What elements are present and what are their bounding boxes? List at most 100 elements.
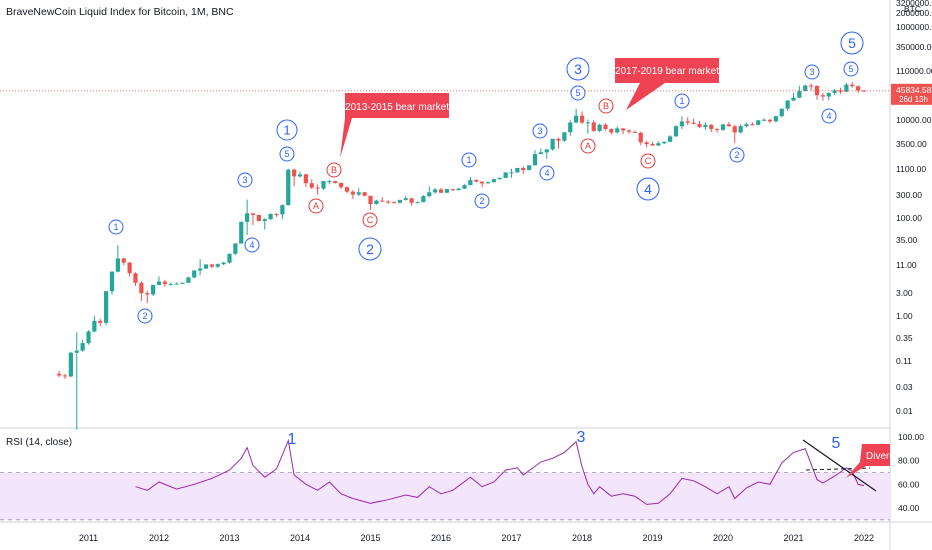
wave-label-text: A xyxy=(313,201,319,211)
wave-label-text: 5 xyxy=(848,35,856,51)
candle-body xyxy=(762,119,767,121)
wave-label: A xyxy=(580,138,596,154)
candle xyxy=(850,82,855,88)
callout-divergence: Diverg xyxy=(846,444,895,478)
candle-body xyxy=(503,172,508,178)
candle xyxy=(250,213,256,226)
candle xyxy=(644,140,649,148)
candle xyxy=(151,284,156,296)
callout-text: 2017-2019 bear market xyxy=(615,66,719,77)
price-tick-label: 110000.00 xyxy=(896,66,932,76)
candle xyxy=(368,195,373,210)
candle-body xyxy=(145,293,150,295)
wave-label-circle xyxy=(326,162,342,178)
candle xyxy=(339,182,344,190)
countdown-value: 26d 13h xyxy=(899,95,928,104)
candle-body xyxy=(527,165,532,171)
time-tick-label: 2014 xyxy=(290,533,310,543)
candle-body xyxy=(121,258,126,263)
candle-body xyxy=(632,131,637,133)
wave-label-circle xyxy=(640,153,656,169)
wave-label-text: 5 xyxy=(575,88,580,98)
price-tick-label: 10000.00 xyxy=(896,115,932,125)
price-tick-label: 3500.00 xyxy=(896,139,927,149)
candle xyxy=(603,123,608,131)
candle-body xyxy=(233,243,238,254)
candle-body xyxy=(356,192,361,195)
candle xyxy=(62,373,68,379)
candle-body xyxy=(409,198,414,203)
callout-shape xyxy=(615,58,719,110)
candle xyxy=(192,270,197,279)
candle xyxy=(615,126,620,134)
wave-label-circle xyxy=(276,119,298,141)
candle-body xyxy=(262,219,267,221)
candle xyxy=(427,186,432,198)
candle-body xyxy=(791,97,796,101)
candle-body xyxy=(427,192,432,197)
candle xyxy=(115,245,120,273)
wave-label-circle xyxy=(532,123,548,139)
time-tick-label: 2018 xyxy=(572,533,592,543)
rsi-tick-label: 40.00 xyxy=(898,503,920,513)
candle-body xyxy=(538,152,543,155)
rsi-line xyxy=(135,438,865,505)
wave-label-circle xyxy=(237,172,253,188)
candle xyxy=(750,122,755,126)
wave-label: 5 xyxy=(843,61,859,77)
candle-body xyxy=(115,258,120,272)
candle-body xyxy=(215,264,220,267)
candle-body xyxy=(532,154,538,166)
candle-body xyxy=(562,132,567,141)
candle-body xyxy=(679,121,684,127)
candle xyxy=(532,150,538,166)
wave-label: 3 xyxy=(804,64,820,80)
candle xyxy=(638,131,643,146)
candle-body xyxy=(491,179,496,183)
wave-label-circle xyxy=(636,177,660,201)
candle-body xyxy=(292,169,297,177)
candle xyxy=(767,119,773,124)
candle-body xyxy=(462,185,467,189)
time-tick-label: 2011 xyxy=(79,533,98,543)
candle xyxy=(485,181,491,184)
candle-body xyxy=(726,124,731,127)
candle xyxy=(321,181,326,191)
wave-label: C xyxy=(640,153,656,169)
candle xyxy=(673,125,679,137)
candle xyxy=(109,271,115,295)
candle-body xyxy=(391,202,397,204)
candle-body xyxy=(656,143,661,146)
rsi-tick-label: 60.00 xyxy=(898,479,920,489)
price-tick-label: 1100.00 xyxy=(896,164,926,174)
rsi-pane xyxy=(0,438,890,521)
wave-label: 1 xyxy=(674,93,690,109)
wave-label-text: 3 xyxy=(242,175,247,185)
candle xyxy=(562,132,567,142)
candle xyxy=(386,200,391,205)
wave-label: 1 xyxy=(276,119,298,141)
candle xyxy=(104,291,109,326)
candle-body xyxy=(256,214,261,221)
candle-body xyxy=(480,181,485,184)
candle xyxy=(556,137,561,149)
candle xyxy=(344,186,350,194)
candle xyxy=(697,121,702,129)
wave-label-text: 1 xyxy=(679,96,684,106)
time-tick-label: 2021 xyxy=(783,533,803,543)
rsi-tick-label: 100.00 xyxy=(898,432,924,442)
candle xyxy=(491,178,496,183)
wave-label-circle xyxy=(358,237,382,261)
wave-label: 3 xyxy=(532,123,548,139)
callout-2013-2015: 2013-2015 bear market xyxy=(340,93,449,158)
candle-body xyxy=(544,149,549,153)
candle-body xyxy=(626,130,632,132)
wave-label: 5 xyxy=(570,85,586,101)
wave-label: 4 xyxy=(821,108,837,124)
time-tick-label: 2016 xyxy=(431,533,451,543)
price-tick-label: 35.00 xyxy=(896,235,918,245)
candle xyxy=(703,122,708,130)
candle-body xyxy=(133,273,138,283)
candle xyxy=(256,214,261,222)
